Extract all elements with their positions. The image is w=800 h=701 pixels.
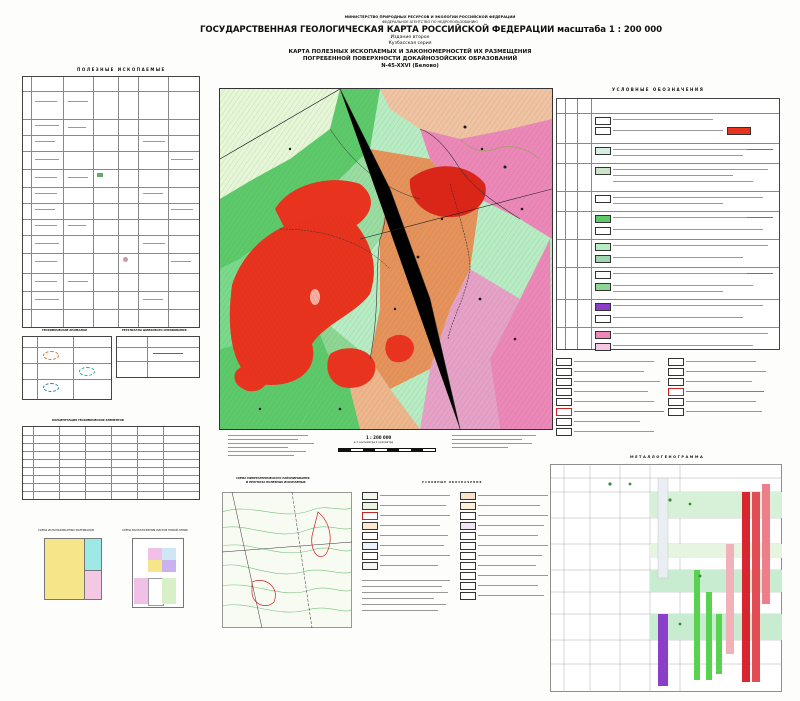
map-subtitle-2: ПОГРЕБЕННОЙ ПОВЕРХНОСТИ ДОКАЙНОЗОЙСКИХ О… [302, 56, 518, 62]
sheets-scheme: СХЕМА РАСПОЛОЖЕНИЯ ЛИСТОВ НОВОЙ СЕРИИ [122, 529, 192, 610]
edition-label: Издание второе [390, 35, 430, 40]
geochem-title: ГЕОХИМИЧЕСКИЕ АНОМАЛИИ [42, 329, 87, 332]
deposit-markers [258, 125, 524, 411]
map-imprint-left [228, 433, 324, 459]
agency-line: ФЕДЕРАЛЬНОЕ АГЕНТСТВО ПО НЕДРОПОЛЬЗОВАНИ… [382, 20, 478, 24]
metallogram: МЕТАЛЛОГЕНОГРАММА [550, 455, 782, 696]
micro-scheme-title-2: И ПРОГНОЗА ПОЛЕЗНЫХ ИСКОПАЕМЫХ [246, 481, 306, 484]
micro-scheme: СХЕМА МИНЕРАГЕНИЧЕСКОГО РАЙОНИРОВАНИЯ И … [222, 477, 352, 628]
materials-scheme-title: СХЕМА ИСПОЛЬЗОВАННЫХ МАТЕРИАЛОВ [38, 529, 94, 532]
scale-text: 1 : 200 000 [366, 435, 392, 440]
micro-scheme-title-1: СХЕМА МИНЕРАГЕНИЧЕСКОГО РАЙОНИРОВАНИЯ [236, 477, 310, 480]
geochem-anomalies-table: ГЕОХИМИЧЕСКИЕ АНОМАЛИИ РЕЗУЛЬТАТЫ ШЛИХОВ… [22, 329, 200, 408]
sheets-scheme-title: СХЕМА РАСПОЛОЖЕНИЯ ЛИСТОВ НОВОЙ СЕРИИ [122, 529, 188, 532]
results-title: РЕЗУЛЬТАТЫ ШЛИХОВОГО ОПРОБОВАНИЯ [122, 329, 187, 332]
geological-map [219, 88, 553, 430]
scale-subtext: в 1 сантиметре 2 километра [354, 441, 394, 444]
map-imprint-right [452, 433, 548, 455]
micro-legend-title: УСЛОВНЫЕ ОБОЗНАЧЕНИЯ [422, 481, 483, 484]
page-title: ГОСУДАРСТВЕННАЯ ГЕОЛОГИЧЕСКАЯ КАРТА РОСС… [200, 25, 663, 35]
metallogram-title: МЕТАЛЛОГЕНОГРАММА [630, 455, 705, 459]
legend-panel: УСЛОВНЫЕ ОБОЗНАЧЕНИЯ [556, 87, 780, 450]
micro-scheme-map [222, 492, 352, 628]
map-subtitle-1: КАРТА ПОЛЕЗНЫХ ИСКОПАЕМЫХ И ЗАКОНОМЕРНОС… [288, 49, 532, 55]
ministry-line: МИНИСТЕРСТВО ПРИРОДНЫХ РЕСУРСОВ И ЭКОЛОГ… [344, 15, 516, 19]
concentration-title: КОНЦЕНТРАЦИЯ ГЕОХИМИЧЕСКИХ ЭЛЕМЕНТОВ [52, 419, 124, 422]
legend-title: УСЛОВНЫЕ ОБОЗНАЧЕНИЯ [612, 87, 705, 92]
mineral-symbol [123, 257, 128, 262]
concentration-table: КОНЦЕНТРАЦИЯ ГЕОХИМИЧЕСКИХ ЭЛЕМЕНТОВ [22, 419, 200, 500]
map-canvas [219, 88, 553, 430]
minerals-table: ПОЛЕЗНЫЕ ИСКОПАЕМЫЕ [22, 67, 200, 328]
mineral-symbol [97, 173, 103, 177]
metallogram-chart [550, 464, 782, 692]
micro-legend: УСЛОВНЫЕ ОБОЗНАЧЕНИЯ [362, 481, 552, 632]
minerals-table-title: ПОЛЕЗНЫЕ ИСКОПАЕМЫЕ [77, 67, 166, 72]
sheet-number: N-45-XXVI (Белово) [381, 63, 439, 69]
series-label: Кузбасская серия [388, 41, 432, 46]
materials-scheme: СХЕМА ИСПОЛЬЗОВАННЫХ МАТЕРИАЛОВ [38, 529, 102, 602]
scale-bar: 1 : 200 000 в 1 сантиметре 2 километра [332, 436, 442, 456]
